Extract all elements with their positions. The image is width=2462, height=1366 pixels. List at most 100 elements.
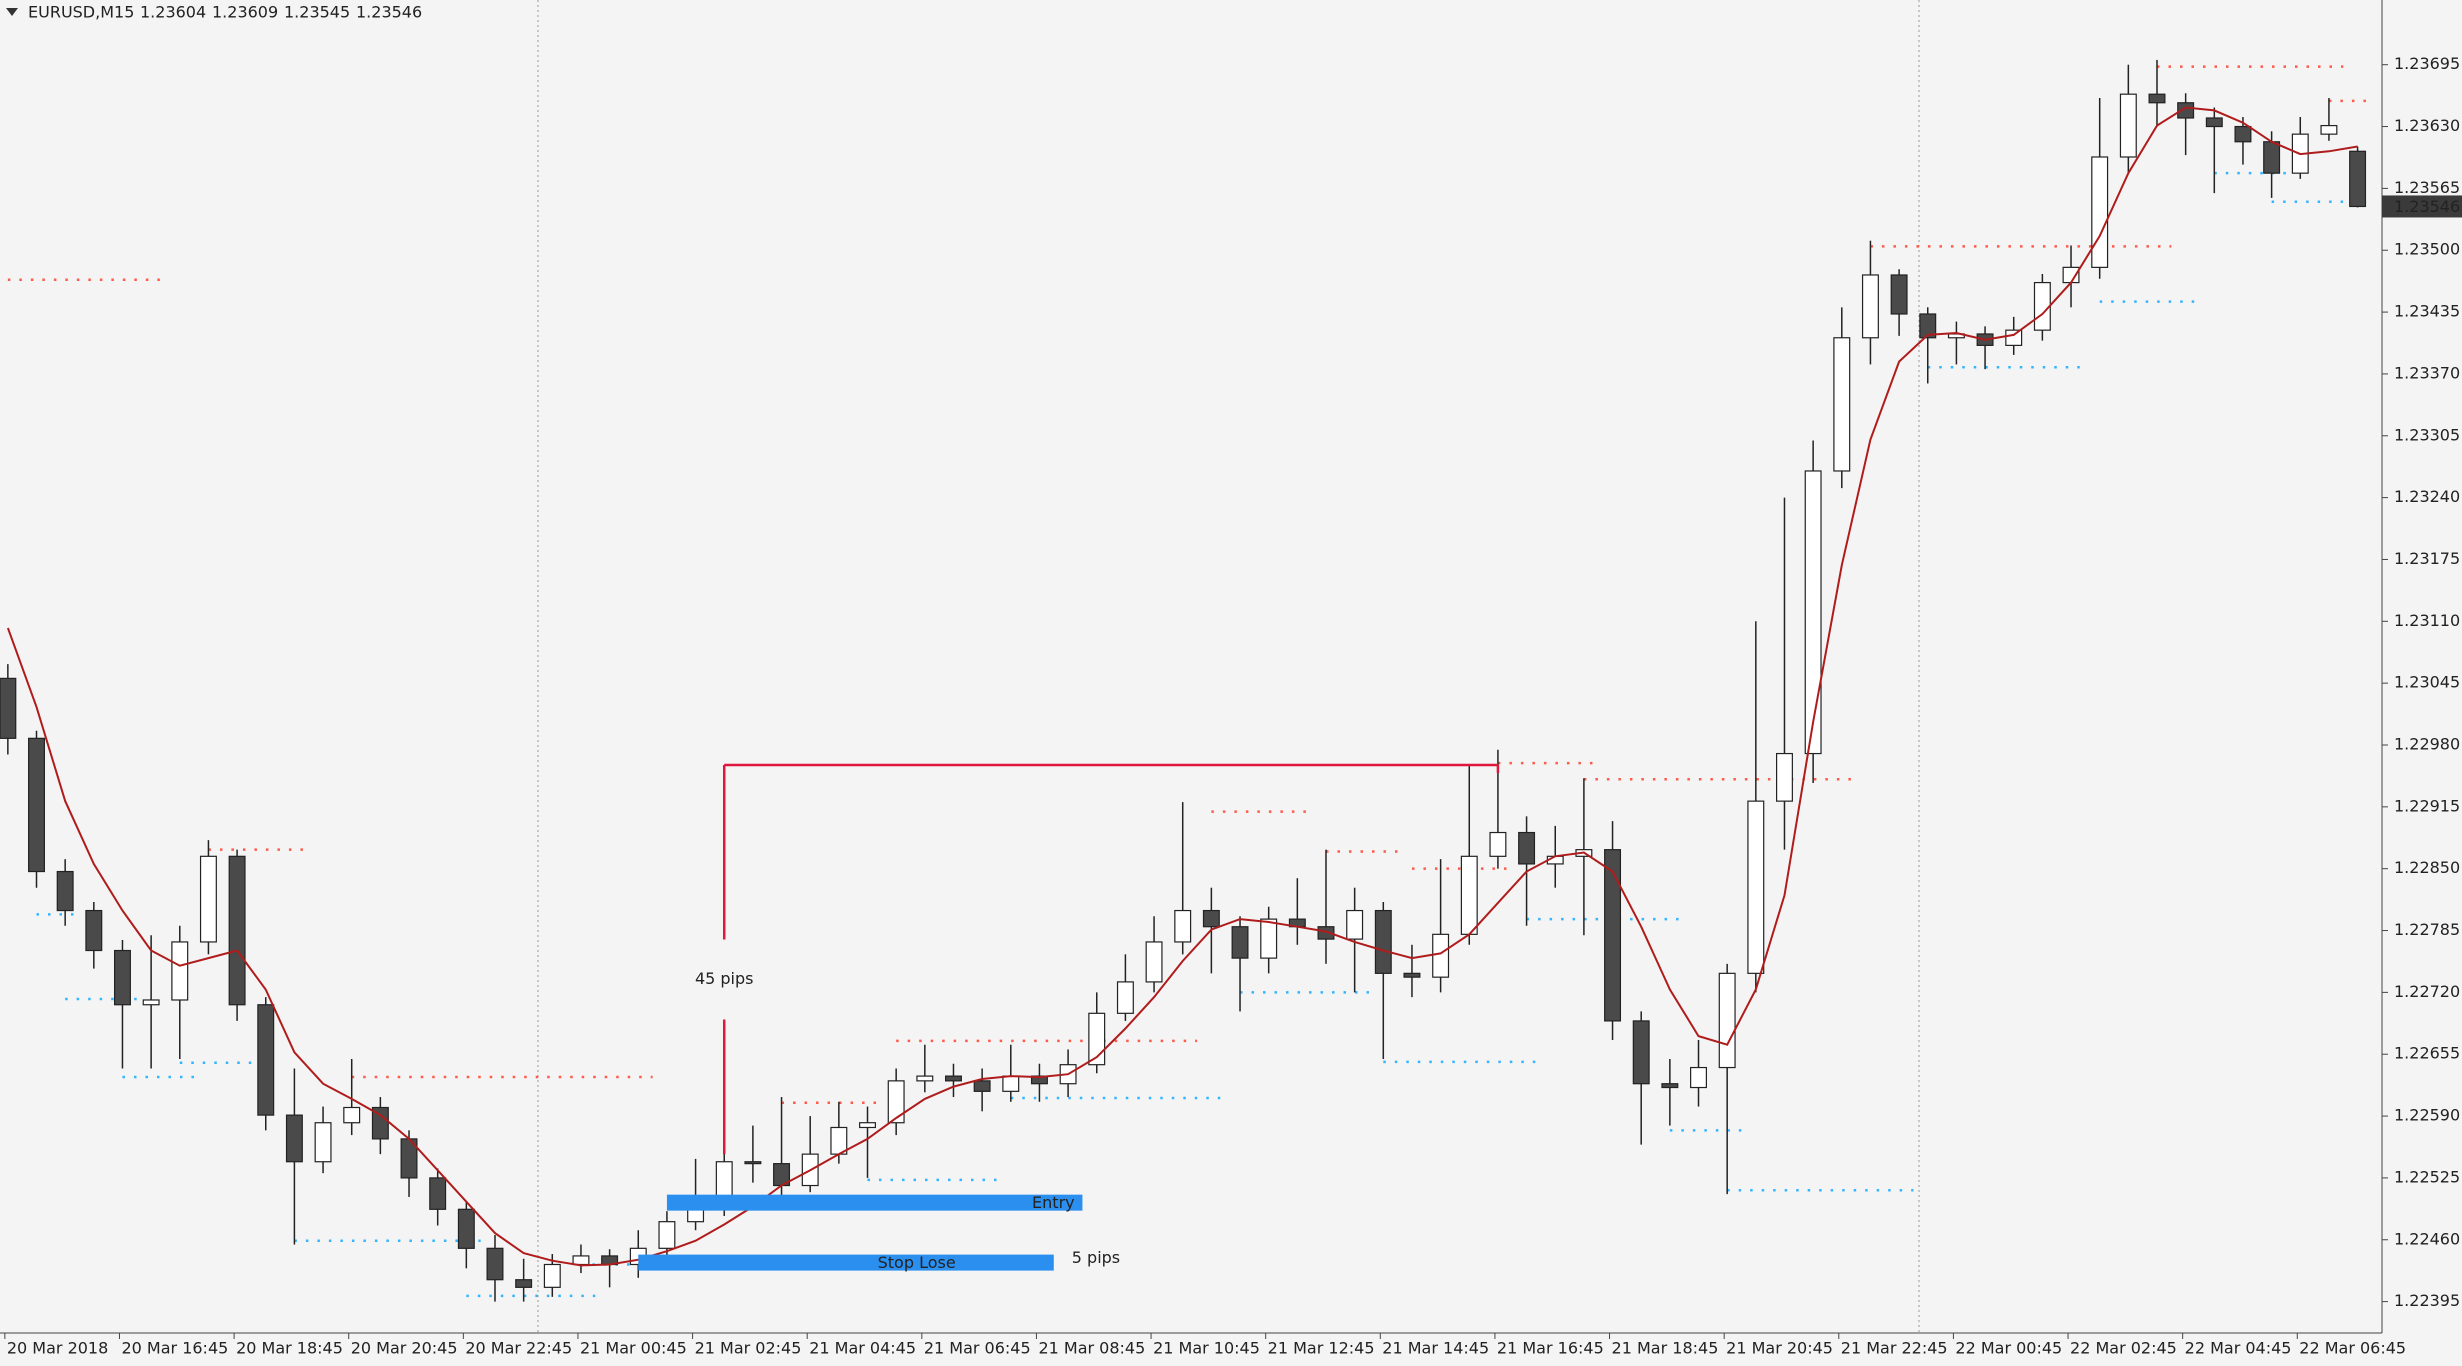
- candle-body: [859, 1122, 876, 1129]
- candle-body: [56, 870, 74, 912]
- x-tick-label: 20 Mar 22:45: [465, 1339, 572, 1358]
- candle-body: [285, 1114, 303, 1163]
- y-tick-label: 1.23045: [2394, 673, 2460, 692]
- measure-label: 45 pips: [695, 969, 754, 988]
- y-tick-label: 1.23500: [2394, 240, 2460, 259]
- ohlc-high: 1.23609: [212, 3, 278, 22]
- y-tick-label: 1.22915: [2394, 796, 2460, 815]
- candle-body: [1174, 909, 1192, 943]
- candle-body: [2119, 93, 2137, 158]
- x-tick-label: 21 Mar 00:45: [580, 1339, 687, 1358]
- y-tick-label: 1.22980: [2394, 734, 2460, 753]
- candle-body: [1432, 933, 1450, 978]
- candle-body: [2349, 150, 2367, 208]
- x-tick-label: 21 Mar 06:45: [924, 1339, 1031, 1358]
- y-tick-label: 1.22785: [2394, 920, 2460, 939]
- candle-body: [1804, 470, 1822, 755]
- candle-body: [314, 1122, 332, 1163]
- candle-body: [1690, 1066, 1707, 1089]
- x-tick-label: 21 Mar 02:45: [695, 1339, 802, 1358]
- candle-body: [944, 1075, 962, 1082]
- y-tick-label: 1.23370: [2394, 363, 2460, 382]
- candle-body: [199, 855, 217, 943]
- trade-box-label: Stop Lose: [878, 1253, 956, 1272]
- candle-body: [1661, 1083, 1679, 1089]
- y-tick-label: 1.23630: [2394, 116, 2460, 135]
- candle-body: [228, 855, 246, 1006]
- candle-body: [2091, 156, 2109, 268]
- trade-box: [666, 1194, 1083, 1211]
- x-tick-label: 21 Mar 18:45: [1612, 1339, 1719, 1358]
- candle-body: [2205, 117, 2223, 128]
- y-tick-label: 1.22525: [2394, 1167, 2460, 1186]
- x-tick-label: 21 Mar 22:45: [1841, 1339, 1948, 1358]
- y-tick-label: 1.23305: [2394, 425, 2460, 444]
- x-tick-label: 21 Mar 16:45: [1497, 1339, 1604, 1358]
- ohlc-close: 1.23546: [356, 3, 422, 22]
- x-tick-label: 20 Mar 18:45: [236, 1339, 343, 1358]
- candle-body: [486, 1247, 504, 1281]
- y-tick-label: 1.22590: [2394, 1106, 2460, 1125]
- candle-body: [1403, 972, 1421, 978]
- x-tick-label: 22 Mar 06:45: [2299, 1339, 2406, 1358]
- candle-body: [658, 1221, 676, 1249]
- x-tick-label: 20 Mar 2018: [7, 1339, 108, 1358]
- candle-body: [1002, 1075, 1020, 1092]
- x-tick-label: 20 Mar 20:45: [351, 1339, 458, 1358]
- candle-body: [2148, 93, 2166, 104]
- candle-body: [429, 1177, 447, 1210]
- candle-body: [2234, 125, 2252, 143]
- candle-body: [973, 1080, 991, 1092]
- y-tick-label: 1.23175: [2394, 549, 2460, 568]
- candle-body: [85, 909, 103, 952]
- candle-body: [887, 1080, 905, 1124]
- moving-average: [6, 106, 2358, 1267]
- candle-body: [257, 1004, 275, 1116]
- candle-body: [1346, 909, 1364, 940]
- candle-body: [1604, 849, 1622, 1022]
- candle-body: [1518, 831, 1536, 865]
- candle-body: [2263, 141, 2281, 174]
- trade-box-note: 5 pips: [1072, 1248, 1120, 1267]
- candle-body: [1919, 313, 1937, 339]
- chart-title: EURUSD,M15: [28, 3, 134, 22]
- trade-box-label: Entry: [1032, 1193, 1075, 1212]
- x-tick-label: 22 Mar 04:45: [2185, 1339, 2292, 1358]
- y-tick-label: 1.23565: [2394, 178, 2460, 197]
- y-tick-label: 1.23110: [2394, 611, 2460, 630]
- y-tick-label: 1.22850: [2394, 858, 2460, 877]
- candle-body: [171, 941, 189, 1001]
- candle-body: [113, 949, 131, 1006]
- x-tick-label: 21 Mar 10:45: [1153, 1339, 1260, 1358]
- candle-body: [1775, 752, 1793, 802]
- candle-body: [2005, 329, 2023, 346]
- y-tick-label: 1.22395: [2394, 1291, 2460, 1310]
- price-tag-label: 1.23546: [2394, 197, 2460, 216]
- y-tick-label: 1.23435: [2394, 302, 2460, 321]
- candle-body: [1489, 831, 1507, 857]
- candle-body: [1861, 274, 1879, 339]
- menu-arrow[interactable]: [6, 8, 18, 16]
- candle-body: [687, 1208, 705, 1223]
- y-tick-label: 1.22655: [2394, 1044, 2460, 1063]
- candle-body: [1374, 909, 1392, 974]
- x-tick-label: 21 Mar 04:45: [809, 1339, 916, 1358]
- candle-body: [142, 999, 160, 1006]
- candle-body: [371, 1106, 389, 1140]
- candle-body: [1202, 909, 1220, 928]
- x-tick-label: 22 Mar 00:45: [1955, 1339, 2062, 1358]
- candle-body: [2320, 124, 2338, 135]
- x-tick-label: 22 Mar 02:45: [2070, 1339, 2177, 1358]
- candle-body: [2033, 281, 2051, 331]
- candle-body: [2177, 102, 2195, 119]
- y-tick-label: 1.22460: [2394, 1229, 2460, 1248]
- candle-body: [28, 737, 45, 873]
- trade-box: [638, 1254, 1054, 1271]
- candle-body: [1145, 941, 1163, 983]
- candle-body: [457, 1208, 475, 1249]
- candle-body: [916, 1075, 934, 1082]
- y-tick-label: 1.23240: [2394, 487, 2460, 506]
- x-tick-label: 20 Mar 16:45: [121, 1339, 228, 1358]
